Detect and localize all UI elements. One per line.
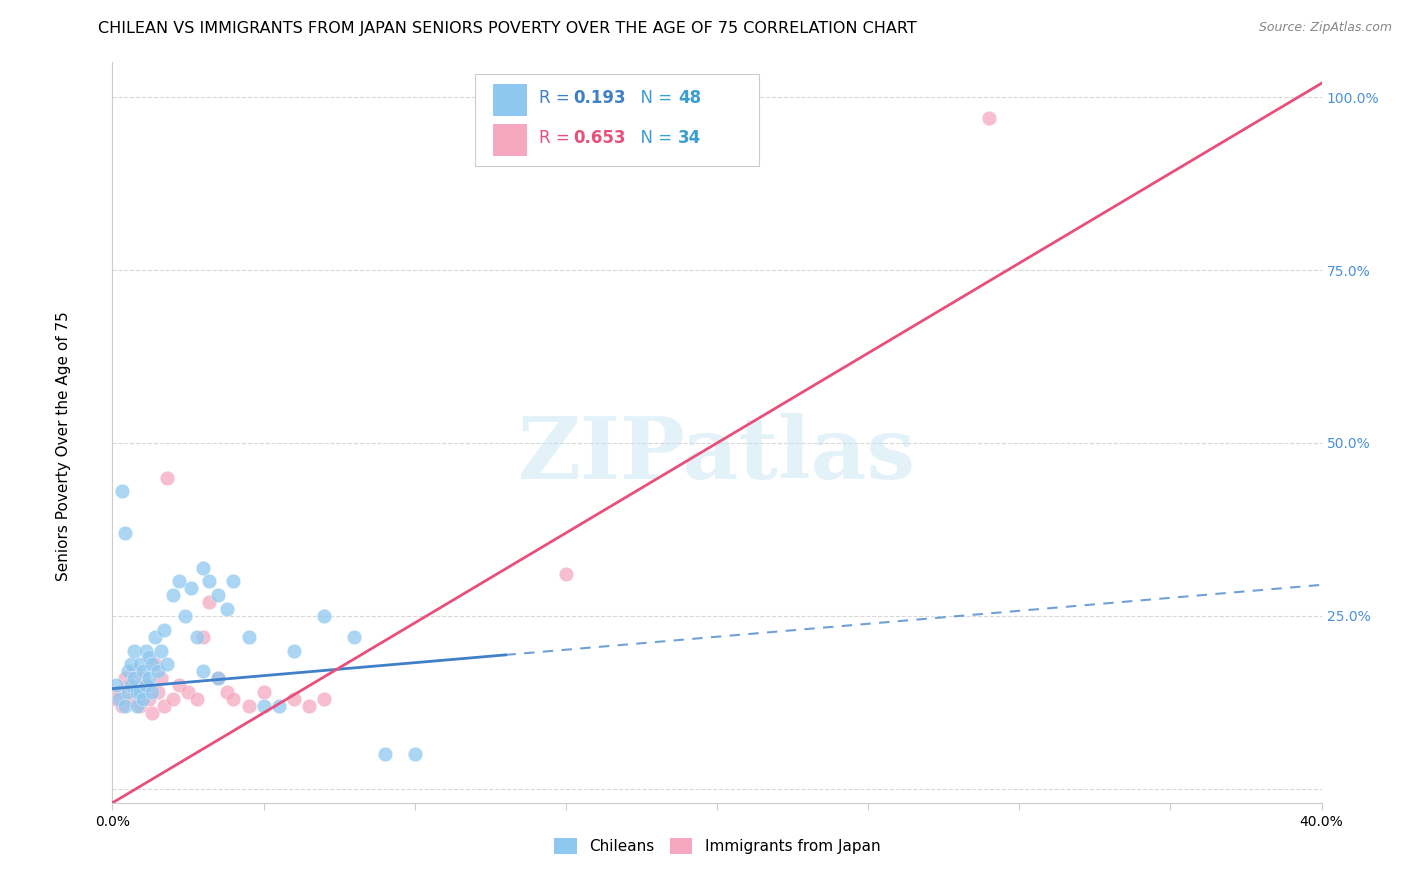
Point: [117, 685, 139, 699]
Point: [167, 574, 190, 589]
Text: CHILEAN VS IMMIGRANTS FROM JAPAN SENIORS POVERTY OVER THE AGE OF 75 CORRELATION : CHILEAN VS IMMIGRANTS FROM JAPAN SENIORS…: [98, 21, 917, 36]
Point: [146, 665, 169, 679]
Point: [128, 685, 150, 699]
Point: [114, 698, 136, 713]
Point: [156, 470, 179, 484]
Point: [146, 685, 169, 699]
Point: [298, 698, 321, 713]
Text: 0.653: 0.653: [574, 128, 626, 146]
Point: [135, 678, 157, 692]
Point: [374, 747, 396, 762]
Bar: [494, 125, 527, 155]
Point: [125, 698, 148, 713]
Point: [977, 111, 1000, 125]
Text: N =: N =: [630, 128, 678, 146]
Point: [120, 692, 142, 706]
Point: [153, 698, 176, 713]
Point: [222, 692, 245, 706]
Point: [141, 706, 163, 720]
Point: [104, 678, 127, 692]
Point: [343, 630, 366, 644]
Point: [162, 588, 184, 602]
FancyBboxPatch shape: [475, 73, 759, 166]
Point: [132, 665, 155, 679]
Point: [156, 657, 179, 672]
Point: [149, 643, 172, 657]
Text: Seniors Poverty Over the Age of 75: Seniors Poverty Over the Age of 75: [56, 311, 70, 581]
Point: [253, 685, 276, 699]
Text: ZIPatlas: ZIPatlas: [517, 413, 917, 497]
Point: [125, 685, 148, 699]
Point: [207, 588, 229, 602]
Point: [238, 630, 260, 644]
Point: [138, 650, 160, 665]
Point: [135, 678, 157, 692]
Point: [186, 692, 208, 706]
Bar: [494, 85, 527, 116]
Point: [122, 665, 145, 679]
Point: [554, 567, 576, 582]
Point: [198, 574, 221, 589]
Text: 0.193: 0.193: [574, 88, 626, 107]
Point: [132, 671, 155, 685]
Point: [283, 643, 305, 657]
Point: [191, 560, 214, 574]
Point: [117, 678, 139, 692]
Point: [153, 623, 176, 637]
Point: [107, 692, 129, 706]
Point: [114, 525, 136, 540]
Text: 34: 34: [678, 128, 702, 146]
Point: [404, 747, 426, 762]
Point: [128, 698, 150, 713]
Point: [143, 657, 166, 672]
Point: [125, 685, 148, 699]
Point: [314, 609, 336, 624]
Point: [191, 630, 214, 644]
Point: [167, 678, 190, 692]
Point: [138, 671, 160, 685]
Point: [198, 595, 221, 609]
Point: [314, 692, 336, 706]
Point: [267, 698, 290, 713]
Point: [138, 692, 160, 706]
Point: [191, 665, 214, 679]
Point: [107, 685, 129, 699]
Point: [104, 692, 127, 706]
Point: [132, 692, 155, 706]
Point: [207, 671, 229, 685]
Point: [174, 609, 197, 624]
Point: [177, 685, 200, 699]
Text: 48: 48: [678, 88, 702, 107]
Point: [207, 671, 229, 685]
Point: [222, 574, 245, 589]
Point: [253, 698, 276, 713]
Point: [120, 678, 142, 692]
Point: [180, 582, 202, 596]
Text: R =: R =: [540, 128, 575, 146]
Point: [141, 685, 163, 699]
Text: N =: N =: [630, 88, 678, 107]
Point: [128, 657, 150, 672]
Point: [143, 630, 166, 644]
Point: [141, 657, 163, 672]
Point: [217, 602, 239, 616]
Point: [114, 671, 136, 685]
Point: [117, 665, 139, 679]
Point: [122, 671, 145, 685]
Text: R =: R =: [540, 88, 575, 107]
Legend: Chileans, Immigrants from Japan: Chileans, Immigrants from Japan: [546, 830, 889, 862]
Point: [283, 692, 305, 706]
Point: [110, 484, 132, 499]
Point: [122, 643, 145, 657]
Point: [162, 692, 184, 706]
Point: [120, 657, 142, 672]
Point: [110, 698, 132, 713]
Point: [186, 630, 208, 644]
Point: [217, 685, 239, 699]
Point: [238, 698, 260, 713]
Text: Source: ZipAtlas.com: Source: ZipAtlas.com: [1258, 21, 1392, 34]
Point: [149, 671, 172, 685]
Point: [135, 643, 157, 657]
